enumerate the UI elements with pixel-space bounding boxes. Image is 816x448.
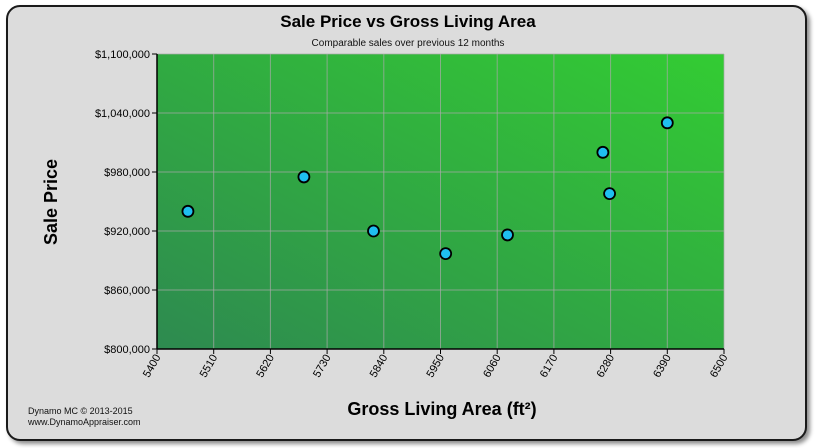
- y-tick-label: $1,100,000: [95, 49, 150, 61]
- x-tick-label: 6280: [595, 353, 618, 380]
- x-tick-label: 5620: [254, 353, 277, 380]
- scatter-point: [181, 204, 195, 218]
- scatter-point: [297, 170, 311, 184]
- x-tick-label: 6170: [538, 353, 561, 380]
- chart-subtitle: Comparable sales over previous 12 months: [311, 38, 505, 49]
- y-tick-label: $980,000: [104, 167, 150, 179]
- x-tick-label: 6390: [651, 353, 674, 380]
- y-axis-title: Sale Price: [41, 159, 61, 245]
- grid-lines: [156, 53, 725, 350]
- x-tick-label: 5840: [368, 353, 391, 380]
- y-tick-label: $860,000: [104, 285, 150, 297]
- footer-brand: Dynamo MC © 2013-2015 www.DynamoAppraise…: [28, 406, 141, 428]
- scatter-point: [501, 228, 514, 242]
- x-tick-label: 5510: [198, 353, 221, 380]
- x-tick-label: 5400: [141, 353, 164, 380]
- x-tick-label: 6500: [708, 353, 731, 380]
- scatter-point: [367, 224, 380, 238]
- y-axis-ticks: $800,000 $860,000 $920,000 $980,000 $1,040,0…: [95, 49, 157, 356]
- chart-title: Sale Price vs Gross Living Area: [280, 12, 536, 31]
- x-tick-label: 5730: [311, 353, 334, 380]
- scatter-point: [439, 247, 453, 261]
- footer-brand-line1: Dynamo MC © 2013-2015: [28, 406, 133, 416]
- data-points: [181, 116, 674, 261]
- x-axis-title: Gross Living Area (ft²): [347, 399, 536, 419]
- x-tick-label: 5950: [424, 353, 447, 380]
- scatter-point: [660, 116, 674, 130]
- x-tick-label: 6060: [481, 353, 504, 380]
- scatter-point: [603, 187, 616, 201]
- y-tick-label: $920,000: [104, 226, 150, 238]
- scatter-point: [596, 145, 610, 159]
- footer-brand-line2: www.DynamoAppraiser.com: [28, 417, 141, 427]
- y-tick-label: $800,000: [104, 344, 150, 356]
- x-axis-ticks: 5400 5510 5620 5730 5840 5950 6060 6170 6280 6390…: [141, 349, 731, 380]
- y-tick-label: $1,040,000: [95, 108, 150, 120]
